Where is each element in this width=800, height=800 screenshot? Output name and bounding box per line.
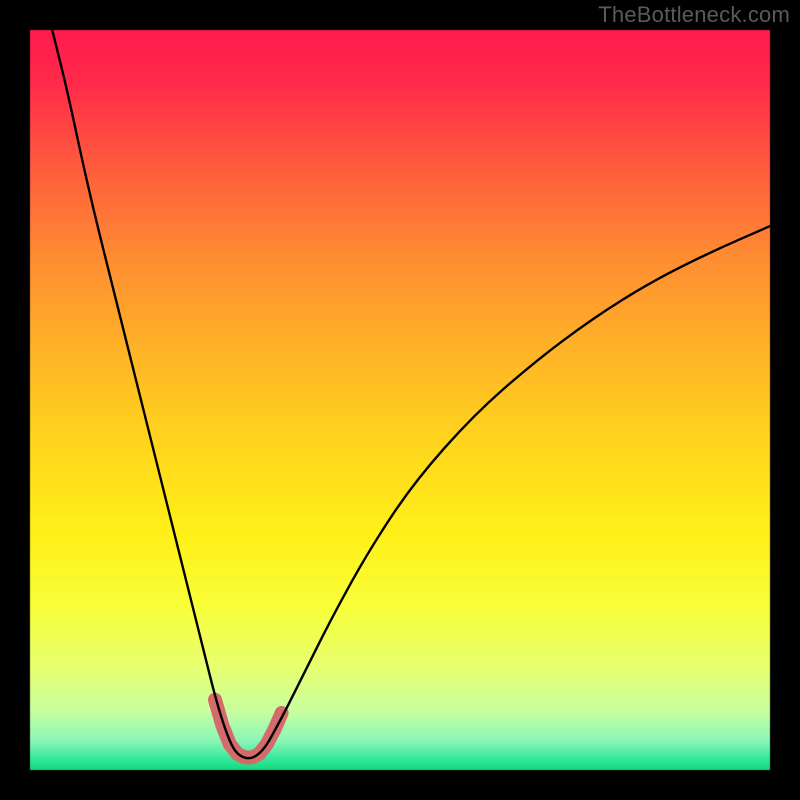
watermark-label: TheBottleneck.com bbox=[598, 2, 790, 28]
bottleneck-curve bbox=[52, 30, 770, 758]
chart-svg bbox=[0, 0, 800, 800]
